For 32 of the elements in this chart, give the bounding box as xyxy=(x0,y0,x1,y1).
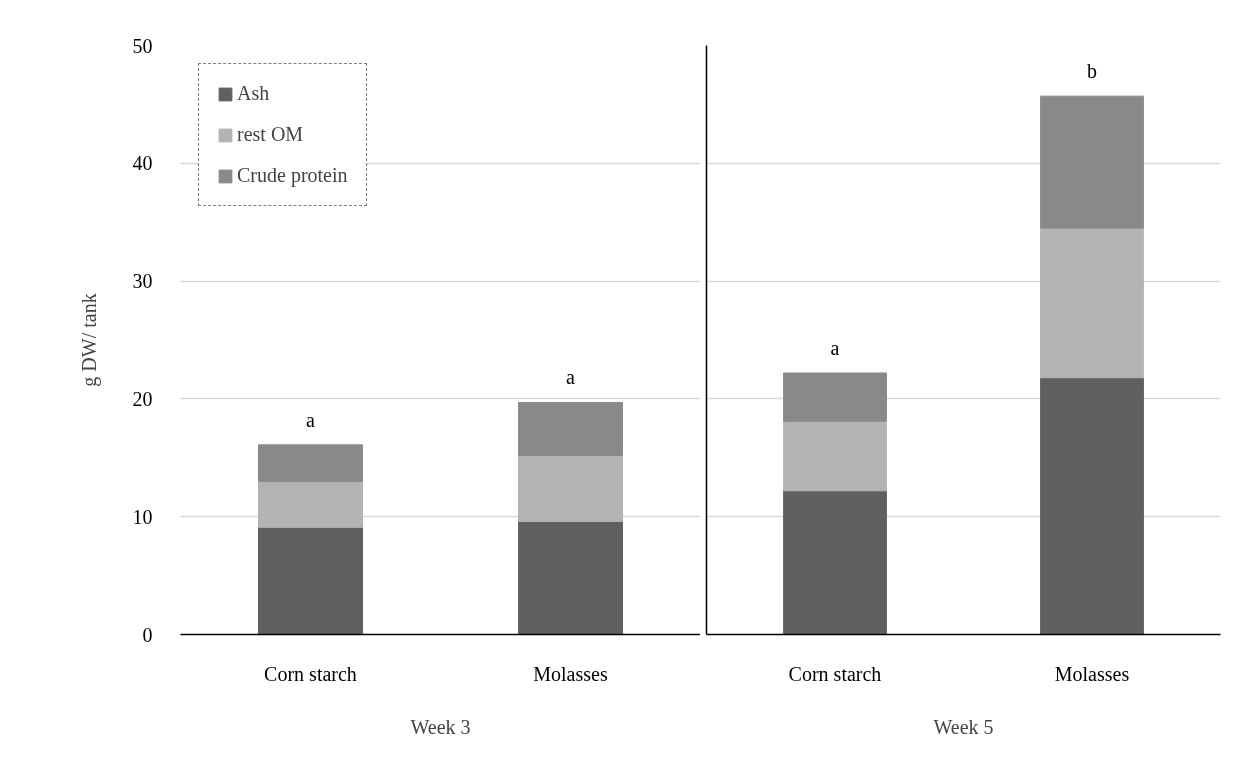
x-tick-label: Molasses xyxy=(533,662,608,685)
bar xyxy=(258,444,363,482)
bar xyxy=(258,526,363,635)
annotation: a xyxy=(306,408,316,431)
x-tick-label: Molasses xyxy=(1054,662,1130,685)
y-tick-label: 30 xyxy=(132,270,153,293)
bar xyxy=(518,454,623,522)
legend-label: Crude protein xyxy=(237,164,348,187)
y-tick-label: 0 xyxy=(142,623,153,646)
bar xyxy=(518,401,623,456)
bar xyxy=(783,372,887,422)
bar xyxy=(518,520,623,635)
x-tick-label: Corn starch xyxy=(264,662,357,685)
annotation: a xyxy=(830,336,840,359)
y-tick-label: 20 xyxy=(132,387,153,410)
x-axis-title: Week 5 xyxy=(933,715,994,738)
bar xyxy=(258,480,363,528)
annotation: a xyxy=(566,366,576,389)
bar xyxy=(783,490,887,635)
annotation: b xyxy=(1087,60,1097,83)
y-tick-label: 10 xyxy=(132,505,153,528)
bar xyxy=(1040,227,1144,379)
bar xyxy=(783,420,887,492)
bar xyxy=(1040,95,1144,229)
y-tick-label: 40 xyxy=(132,152,153,175)
legend-label: rest OM xyxy=(237,123,304,146)
y-axis-title: g DW/ tank xyxy=(77,293,101,387)
x-axis-title: Week 3 xyxy=(410,715,471,738)
x-tick-label: Corn starch xyxy=(788,662,882,685)
bar xyxy=(1040,377,1144,635)
legend-label: Ash xyxy=(237,82,270,105)
y-tick-label: 50 xyxy=(132,34,153,57)
